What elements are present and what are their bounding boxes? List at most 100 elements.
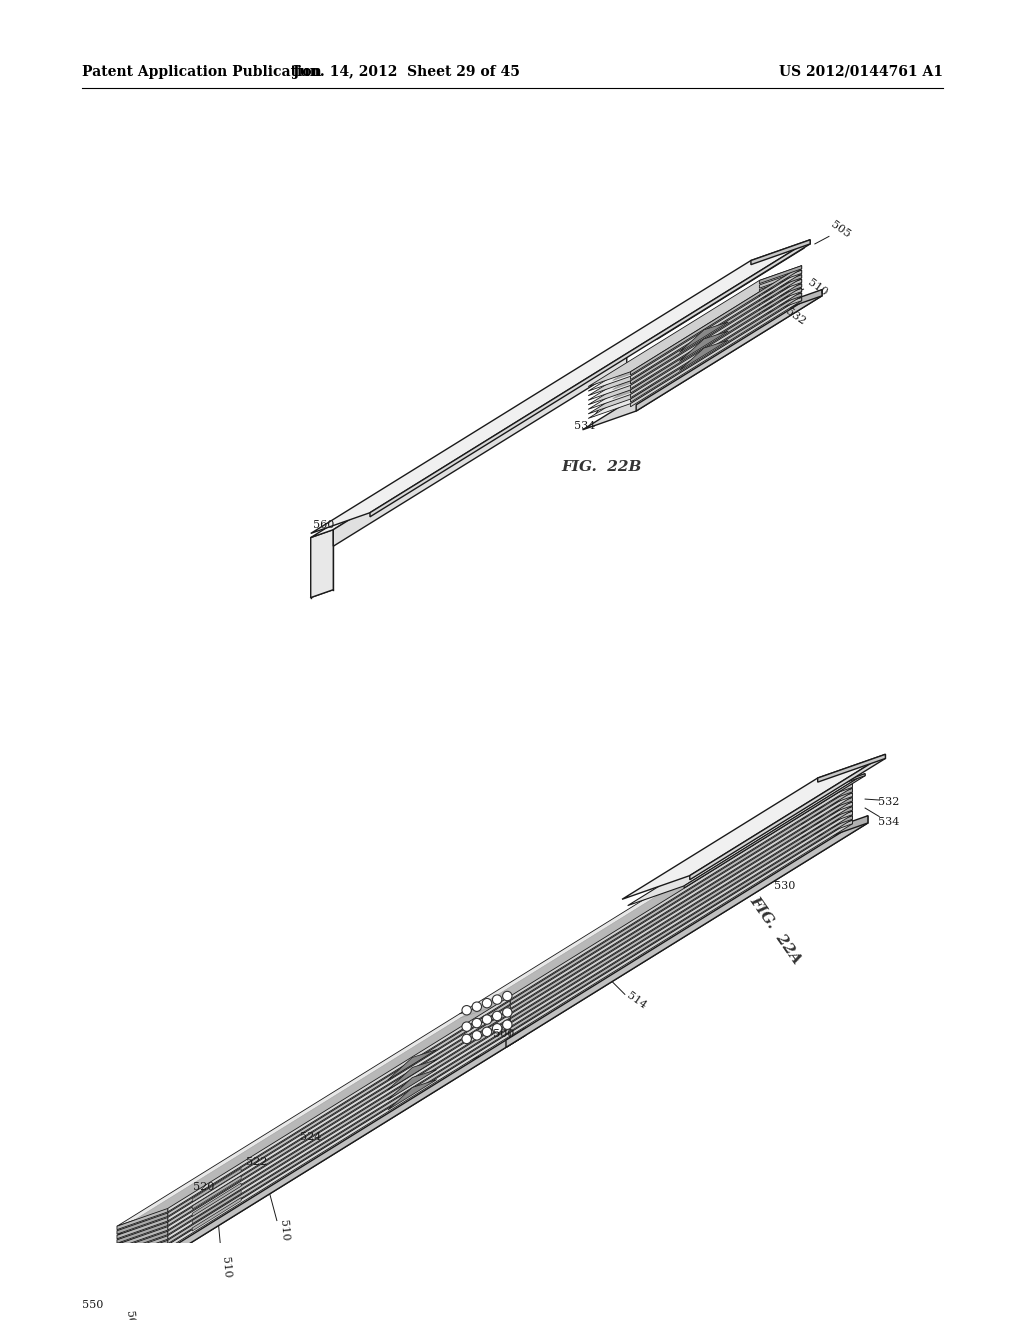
Polygon shape [760, 271, 802, 288]
Polygon shape [510, 812, 853, 1027]
Polygon shape [168, 1006, 510, 1221]
Polygon shape [690, 754, 886, 879]
Polygon shape [310, 529, 333, 598]
Polygon shape [510, 816, 853, 1031]
Circle shape [462, 1022, 471, 1031]
Polygon shape [117, 1226, 168, 1247]
Polygon shape [460, 784, 853, 1014]
Text: 505: 505 [124, 1311, 136, 1320]
Polygon shape [684, 774, 865, 888]
Circle shape [482, 998, 492, 1008]
Circle shape [472, 1002, 481, 1011]
Polygon shape [117, 1028, 510, 1258]
Circle shape [472, 1019, 481, 1028]
Polygon shape [612, 290, 792, 389]
Polygon shape [168, 1032, 510, 1249]
Polygon shape [631, 297, 802, 407]
Polygon shape [117, 1217, 168, 1238]
Polygon shape [802, 807, 853, 828]
Polygon shape [117, 1028, 510, 1258]
Polygon shape [588, 280, 802, 400]
Polygon shape [388, 1069, 437, 1100]
Text: 522: 522 [247, 1158, 268, 1167]
Text: 532: 532 [878, 797, 899, 807]
Polygon shape [802, 797, 853, 818]
Polygon shape [168, 1019, 510, 1234]
Polygon shape [460, 797, 853, 1027]
Polygon shape [117, 1208, 168, 1230]
Polygon shape [460, 788, 853, 1019]
Text: US 2012/0144761 A1: US 2012/0144761 A1 [779, 65, 943, 79]
Polygon shape [622, 754, 886, 899]
Text: 530: 530 [774, 882, 796, 891]
Polygon shape [510, 793, 853, 1008]
Polygon shape [802, 816, 853, 837]
Polygon shape [631, 275, 802, 384]
Polygon shape [510, 788, 853, 1005]
Polygon shape [460, 807, 853, 1036]
Polygon shape [168, 1028, 510, 1243]
Polygon shape [117, 1032, 510, 1263]
Polygon shape [193, 1176, 241, 1209]
Circle shape [462, 1035, 471, 1044]
Text: 524: 524 [300, 1133, 322, 1142]
Polygon shape [612, 300, 792, 399]
Polygon shape [631, 288, 802, 397]
Polygon shape [117, 1241, 168, 1262]
Polygon shape [510, 807, 853, 1023]
Polygon shape [760, 284, 802, 302]
Polygon shape [802, 812, 853, 833]
Polygon shape [679, 322, 728, 352]
Polygon shape [751, 240, 810, 264]
Text: 550: 550 [82, 1300, 103, 1309]
Polygon shape [117, 1010, 510, 1239]
Polygon shape [506, 816, 868, 1047]
Polygon shape [802, 820, 853, 842]
Polygon shape [117, 1001, 510, 1230]
Text: 560: 560 [313, 520, 335, 531]
Polygon shape [101, 1253, 164, 1282]
Circle shape [482, 1015, 492, 1024]
Polygon shape [388, 1080, 437, 1110]
Polygon shape [631, 280, 802, 388]
Text: 520: 520 [193, 1181, 214, 1192]
Polygon shape [117, 1014, 510, 1245]
Text: FIG.  22A: FIG. 22A [748, 894, 804, 968]
Polygon shape [510, 784, 853, 999]
Polygon shape [510, 803, 853, 1018]
Polygon shape [588, 275, 802, 396]
Polygon shape [510, 797, 853, 1014]
Polygon shape [802, 788, 853, 809]
Circle shape [493, 1023, 502, 1034]
Polygon shape [117, 1245, 168, 1266]
Polygon shape [460, 816, 853, 1045]
Text: 500: 500 [493, 1028, 514, 1039]
Polygon shape [612, 281, 792, 380]
Polygon shape [193, 1191, 241, 1224]
Polygon shape [679, 341, 728, 371]
Circle shape [462, 1006, 471, 1015]
Polygon shape [168, 1023, 510, 1239]
Polygon shape [168, 1001, 510, 1217]
Circle shape [503, 991, 512, 1001]
Polygon shape [117, 1236, 168, 1257]
Polygon shape [768, 289, 822, 314]
Text: 505: 505 [828, 219, 852, 240]
Polygon shape [628, 774, 865, 906]
Polygon shape [460, 812, 853, 1041]
Polygon shape [443, 822, 868, 1069]
Text: 510: 510 [220, 1255, 232, 1278]
Polygon shape [460, 797, 853, 1027]
Polygon shape [588, 284, 802, 405]
Polygon shape [310, 240, 810, 533]
Polygon shape [510, 820, 853, 1036]
Text: 534: 534 [878, 817, 899, 828]
Polygon shape [193, 1197, 241, 1232]
Polygon shape [588, 288, 802, 409]
Polygon shape [760, 265, 802, 284]
Polygon shape [388, 1060, 437, 1090]
Polygon shape [460, 803, 853, 1032]
Polygon shape [460, 788, 853, 1019]
Polygon shape [193, 1168, 241, 1203]
Polygon shape [117, 1019, 510, 1249]
